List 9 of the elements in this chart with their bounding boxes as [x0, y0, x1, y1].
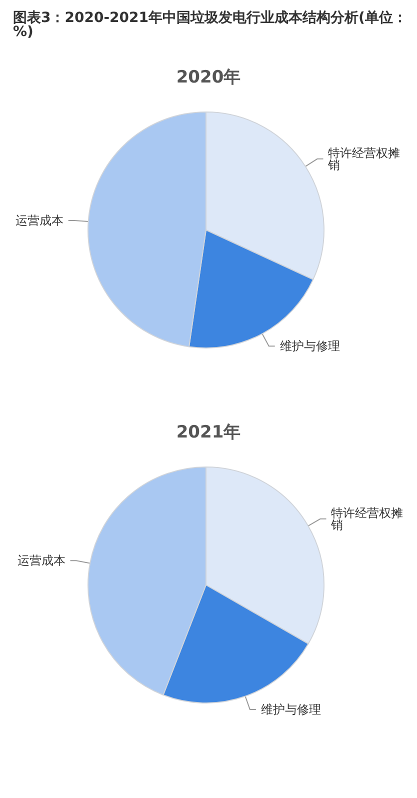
slice-label: 维护与修理	[280, 339, 340, 354]
slice-label: 维护与修理	[260, 702, 321, 716]
slice-label: 特许经营权摊销	[330, 506, 404, 532]
slice-label: 运营成本	[17, 554, 66, 568]
slice-label: 特许经营权摊销	[327, 146, 400, 172]
chart-subtitle: 2021年	[176, 422, 241, 442]
slice-label: 运营成本	[15, 213, 64, 228]
chart-subtitle: 2020年	[176, 68, 241, 88]
chart-title: 图表3：2020-2021年中国垃圾发电行业成本结构分析(单位：%)	[13, 10, 407, 40]
